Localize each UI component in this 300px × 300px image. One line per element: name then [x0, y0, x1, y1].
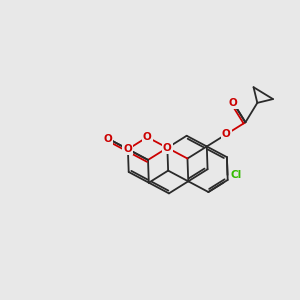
- Text: O: O: [143, 132, 152, 142]
- Text: O: O: [163, 143, 172, 153]
- Text: Cl: Cl: [230, 170, 242, 180]
- Text: O: O: [124, 144, 132, 154]
- Text: O: O: [103, 134, 112, 143]
- Text: O: O: [222, 129, 230, 140]
- Text: O: O: [229, 98, 238, 108]
